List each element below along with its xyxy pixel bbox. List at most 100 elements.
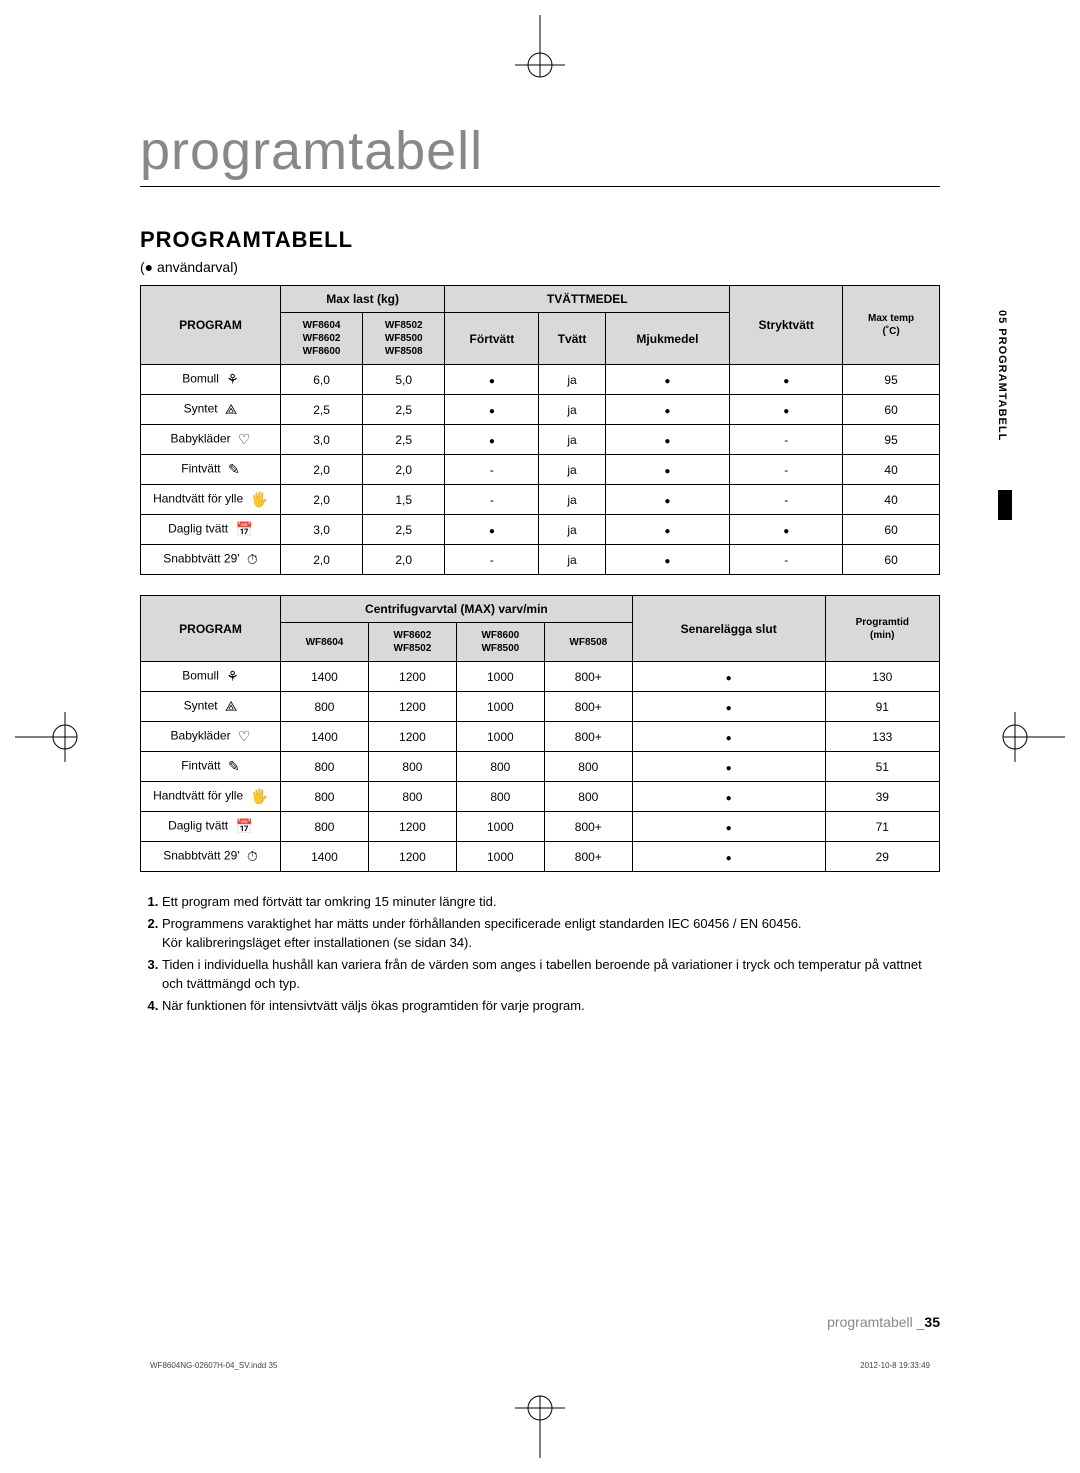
cell: 800	[368, 752, 456, 782]
table-row: Fintvätt ✎2,02,0ja40	[141, 455, 940, 485]
row-label: Babykläder ♡	[141, 425, 281, 455]
th-maxtemp-text: Max temp(˚C)	[868, 313, 914, 337]
cell: 2,0	[281, 545, 363, 575]
cell: 71	[825, 812, 939, 842]
cell	[605, 485, 730, 515]
th-maxtemp: Max temp(˚C)	[843, 286, 940, 365]
cell	[605, 425, 730, 455]
cell: 1,5	[363, 485, 445, 515]
table-row: Fintvätt ✎80080080080051	[141, 752, 940, 782]
cell: 40	[843, 485, 940, 515]
cell: 60	[843, 515, 940, 545]
cell	[632, 752, 825, 782]
th-program: PROGRAM	[141, 286, 281, 365]
cell	[730, 425, 843, 455]
cell: 3,0	[281, 515, 363, 545]
th-maxlast-a: WF8604WF8602WF8600	[281, 313, 363, 365]
cell	[445, 515, 539, 545]
cell: 800	[456, 752, 544, 782]
cell	[445, 455, 539, 485]
print-footer-right: 2012-10-8 19:33:49	[860, 1361, 930, 1370]
th-maxlast-a-text: WF8604WF8602WF8600	[303, 320, 341, 357]
program-icon: ✎	[228, 461, 240, 478]
table-row: Babykläder ♡3,02,5ja95	[141, 425, 940, 455]
cell: 39	[825, 782, 939, 812]
crop-mark-right	[985, 697, 1065, 777]
th2-c4: WF8508	[544, 623, 632, 662]
cell: 1200	[368, 722, 456, 752]
table-row: Handtvätt för ylle 🖐2,01,5ja40	[141, 485, 940, 515]
cell	[445, 365, 539, 395]
row-label: Fintvätt ✎	[141, 752, 281, 782]
program-icon: ⟁	[225, 401, 238, 418]
cell: 800	[281, 782, 369, 812]
cell: 1400	[281, 842, 369, 872]
cell	[445, 425, 539, 455]
cell: 1000	[456, 692, 544, 722]
cell: 1000	[456, 812, 544, 842]
cell: 1000	[456, 722, 544, 752]
cell: ja	[539, 425, 605, 455]
row-label: Handtvätt för ylle 🖐	[141, 782, 281, 812]
cell: 29	[825, 842, 939, 872]
th-tvattmedel: TVÄTTMEDEL	[445, 286, 730, 313]
cell: 2,5	[363, 395, 445, 425]
cell: 800	[281, 752, 369, 782]
page-frame: programtabell PROGRAMTABELL (● användarv…	[100, 60, 980, 1400]
th-fortvatt: Förtvätt	[445, 313, 539, 365]
cell: 60	[843, 545, 940, 575]
cell	[632, 812, 825, 842]
program-icon: ⚘	[226, 668, 239, 685]
cell	[605, 395, 730, 425]
cell: ja	[539, 485, 605, 515]
cell: 2,5	[363, 515, 445, 545]
row-label: Daglig tvätt 📅	[141, 515, 281, 545]
table-row: Snabbtvätt 29' ⏱140012001000800+29	[141, 842, 940, 872]
row-label: Syntet ⟁	[141, 692, 281, 722]
cell: 6,0	[281, 365, 363, 395]
cell: 1200	[368, 812, 456, 842]
cell: ja	[539, 395, 605, 425]
cell	[632, 842, 825, 872]
cell	[445, 485, 539, 515]
page-footer: programtabell _35	[827, 1314, 940, 1330]
program-table-1: PROGRAM Max last (kg) TVÄTTMEDEL Stryktv…	[140, 285, 940, 575]
page-footer-label: programtabell _	[827, 1314, 924, 1330]
table-row: Babykläder ♡140012001000800+133	[141, 722, 940, 752]
th-maxlast-b-text: WF8502WF8500WF8508	[385, 320, 423, 357]
cell: 133	[825, 722, 939, 752]
footnote-item: Programmens varaktighet har mätts under …	[162, 914, 940, 953]
cell: 800	[544, 752, 632, 782]
cell: 91	[825, 692, 939, 722]
table-row: Daglig tvätt 📅3,02,5ja60	[141, 515, 940, 545]
th2-program: PROGRAM	[141, 596, 281, 662]
cell: ja	[539, 365, 605, 395]
th2-senare: Senarelägga slut	[632, 596, 825, 662]
cell: 1200	[368, 662, 456, 692]
cell: 800	[368, 782, 456, 812]
program-icon: ♡	[238, 728, 251, 745]
row-label: Fintvätt ✎	[141, 455, 281, 485]
program-icon: ⚘	[226, 371, 239, 388]
content: programtabell PROGRAMTABELL (● användarv…	[100, 60, 980, 1015]
footnote-item: Ett program med förtvätt tar omkring 15 …	[162, 892, 940, 912]
footnote-item: Tiden i individuella hushåll kan variera…	[162, 955, 940, 994]
row-label: Handtvätt för ylle 🖐	[141, 485, 281, 515]
cell	[445, 545, 539, 575]
cell: 1400	[281, 722, 369, 752]
cell	[632, 722, 825, 752]
cell	[730, 485, 843, 515]
cell: 3,0	[281, 425, 363, 455]
program-icon: 🖐	[250, 491, 267, 508]
cell: 130	[825, 662, 939, 692]
th2-c2: WF8602WF8502	[368, 623, 456, 662]
cell: 1400	[281, 662, 369, 692]
row-label: Snabbtvätt 29' ⏱	[141, 545, 281, 575]
row-label: Babykläder ♡	[141, 722, 281, 752]
cell: 800	[281, 812, 369, 842]
program-icon: ♡	[238, 431, 251, 448]
cell: 800+	[544, 662, 632, 692]
cell: 1000	[456, 842, 544, 872]
program-icon: 🖐	[250, 788, 267, 805]
cell	[632, 662, 825, 692]
